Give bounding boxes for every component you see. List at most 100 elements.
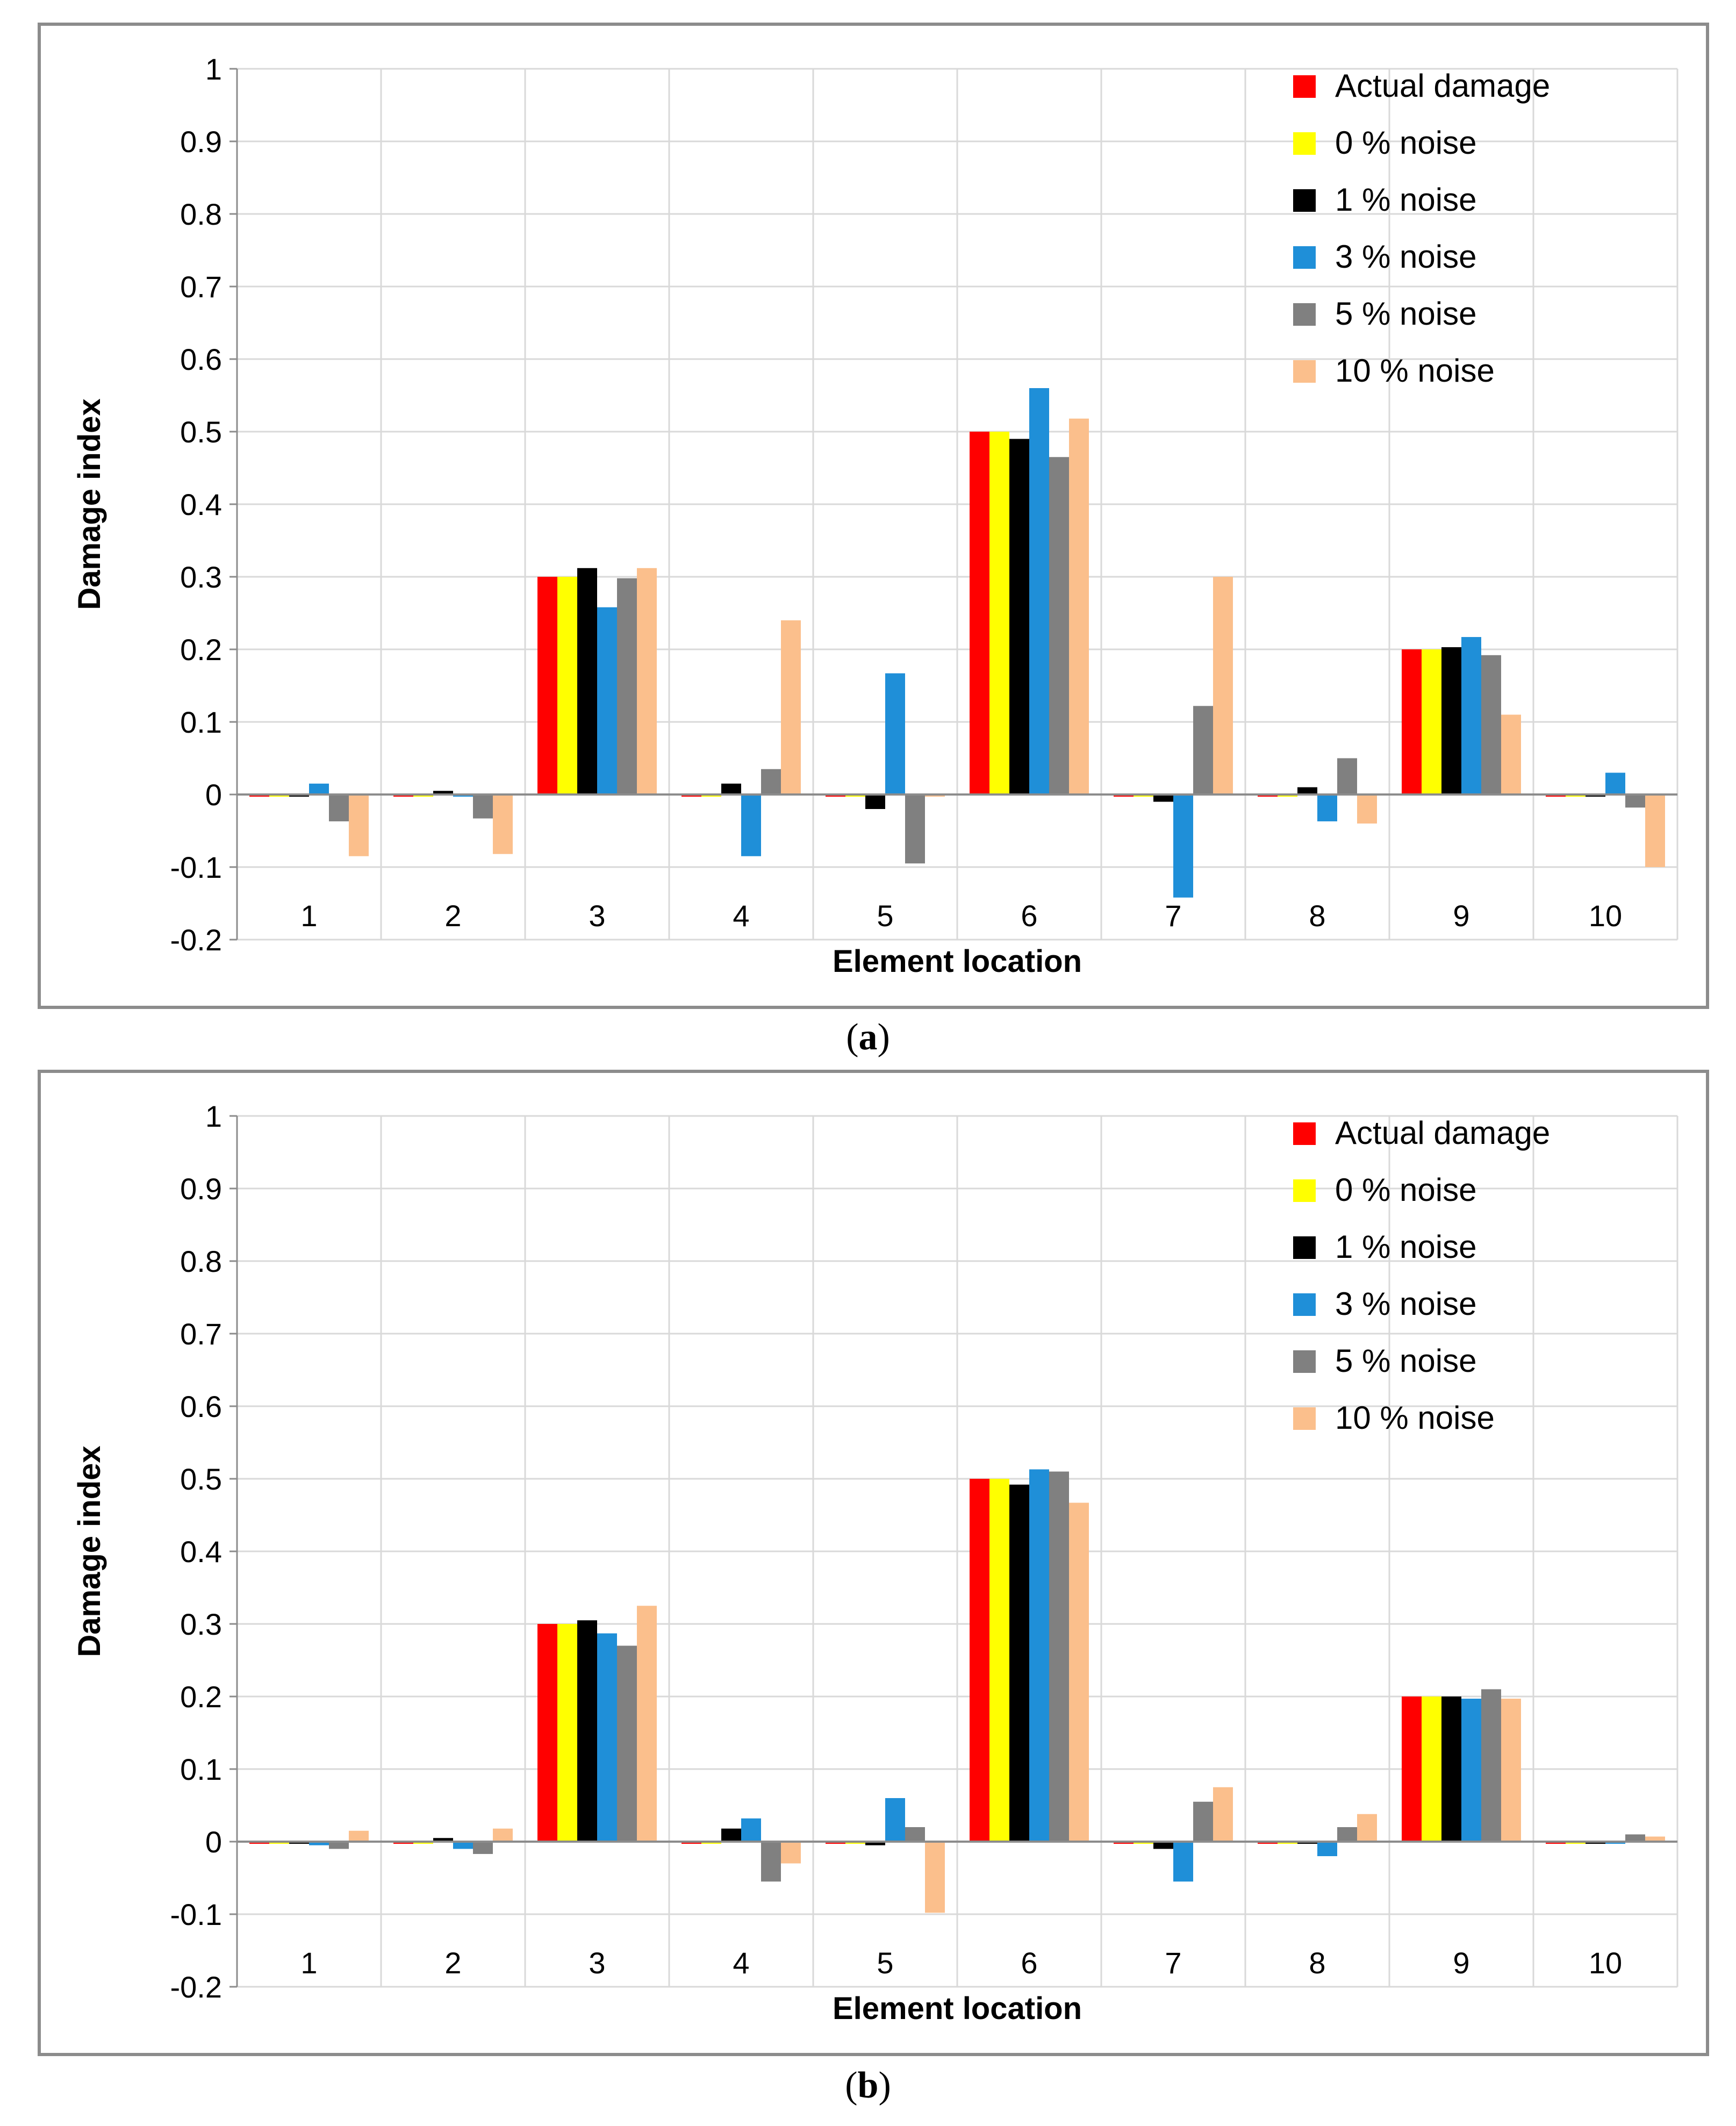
bar-10-noise-cat-4 [781,620,801,794]
x-tick-label: 3 [589,1946,605,1980]
bar-1-noise-cat-9 [1441,1696,1461,1842]
legend-swatch [1293,132,1316,155]
y-tick-label: 0.2 [180,633,222,667]
bar-3-noise-cat-3 [597,1633,617,1842]
legend-label: 10 % noise [1335,353,1495,389]
caption-b-label: b [857,2065,879,2106]
legend-swatch [1293,246,1316,269]
bar-1-noise-cat-5 [865,794,885,809]
bar-3-noise-cat-4 [741,794,761,856]
x-tick-label: 3 [589,899,605,933]
y-tick-label: 0.8 [180,197,222,231]
bar-3-noise-cat-7 [1173,794,1193,898]
legend-swatch [1293,1350,1316,1373]
bar-5-noise-cat-6 [1049,1471,1069,1842]
bar-0-noise-cat-8 [1278,794,1297,797]
bar-3-noise-cat-10 [1605,772,1625,794]
bar-10-noise-cat-4 [781,1842,801,1864]
bar-3-noise-cat-9 [1461,637,1481,794]
bar-3-noise-cat-3 [597,607,617,794]
bar-5-noise-cat-2 [473,794,493,819]
bar-1-noise-cat-2 [433,1838,453,1842]
chart-panel-b: 1 0.9 0.8 0.7 0.6 0.5 0.4 0.3 0.2 0.1 0 -0.1 -0.2 1 2 3… [38,1070,1709,2056]
legend-swatch [1293,1236,1316,1259]
bar-0-noise-cat-2 [413,794,433,797]
bar-10-noise-cat-1 [349,794,369,856]
bar-3-noise-cat-4 [741,1818,761,1842]
bar-1-noise-cat-2 [433,791,453,794]
bar-5-noise-cat-4 [761,1842,781,1882]
bar-5-noise-cat-3 [617,1645,637,1842]
bar-5-noise-cat-2 [473,1842,493,1854]
bar-5-noise-cat-7 [1193,1801,1213,1842]
bar-5-noise-cat-4 [761,769,781,794]
bar-3-noise-cat-7 [1173,1842,1193,1882]
x-tick-label: 4 [733,1946,749,1980]
bar-0-noise-cat-4 [701,794,721,797]
bar-1-noise-cat-5 [865,1842,885,1845]
y-tick-label: 0.9 [180,125,222,159]
legend-swatch [1293,75,1316,98]
y-tick-label: 0.5 [180,415,222,449]
bar-1-noise-cat-9 [1441,647,1461,794]
bar-0-noise-cat-9 [1422,649,1441,794]
bar-10-noise-cat-6 [1069,418,1089,794]
bar-10-noise-cat-2 [493,1828,513,1842]
bar-3-noise-cat-9 [1461,1699,1481,1842]
legend-swatch [1293,1179,1316,1202]
x-axis-title: Element location [833,944,1082,979]
bar-5-noise-cat-5 [905,794,925,864]
bar-1-noise-cat-3 [577,568,597,794]
caption-a-label: a [858,1017,878,1058]
y-tick-label: 0.3 [180,1607,222,1641]
x-tick-label: 1 [300,899,317,933]
bar-5-noise-cat-7 [1193,706,1213,794]
bar-5-noise-cat-8 [1337,758,1357,794]
y-tick-label: -0.1 [170,1898,223,1931]
bar-chart-a: 1 0.9 0.8 0.7 0.6 0.5 0.4 0.3 0.2 0.1 0 -0.1 -0.2 1 2 3… [72,52,1678,979]
bar-10-noise-cat-3 [637,568,657,794]
bar-10-noise-cat-1 [349,1830,369,1842]
x-tick-label: 7 [1165,1946,1181,1980]
x-tick-label: 8 [1309,1946,1325,1980]
bar-3-noise-cat-6 [1029,1469,1049,1842]
bar-0-noise-cat-6 [989,432,1009,794]
legend-label: Actual damage [1335,68,1550,104]
bar-0-noise-cat-6 [989,1479,1009,1842]
bar-5-noise-cat-3 [617,578,637,794]
x-tick-label: 8 [1309,899,1325,933]
bar-5-noise-cat-6 [1049,457,1069,794]
x-tick-label: 5 [877,899,893,933]
legend-label: 5 % noise [1335,296,1477,332]
bar-10-noise-cat-2 [493,794,513,854]
bar-3-noise-cat-5 [885,673,905,794]
bar-0-noise-cat-3 [557,577,577,794]
y-tick-label: 0.5 [180,1462,222,1496]
legend-swatch [1293,189,1316,212]
bar-1-noise-cat-6 [1009,1484,1029,1842]
x-tick-label: 5 [877,1946,893,1980]
bar-1-noise-cat-7 [1153,794,1173,802]
y-tick-label: -0.1 [170,850,223,884]
bar-5-noise-cat-9 [1481,1689,1501,1842]
bar-5-noise-cat-5 [905,1827,925,1842]
x-tick-label: 6 [1021,1946,1037,1980]
bar-0-noise-cat-3 [557,1624,577,1842]
bar-1-noise-cat-6 [1009,439,1029,794]
bar-5-noise-cat-8 [1337,1827,1357,1842]
x-tick-label: 6 [1021,899,1037,933]
caption-a: (a) [846,1017,890,1058]
y-tick-label: 0 [205,778,222,812]
legend-label: 0 % noise [1335,125,1477,161]
bar-1-noise-cat-4 [721,783,741,794]
legend-label: 5 % noise [1335,1343,1477,1379]
y-tick-label: 0.1 [180,705,222,739]
y-axis-title: Damage index [72,1445,107,1657]
legend-swatch [1293,1293,1316,1316]
x-tick-label: 10 [1589,899,1622,933]
y-tick-label: 0.6 [180,1390,222,1423]
bar-5-noise-cat-9 [1481,655,1501,794]
y-tick-label: 1 [205,52,222,86]
bar-1-noise-cat-7 [1153,1842,1173,1849]
bar-10-noise-cat-3 [637,1606,657,1842]
